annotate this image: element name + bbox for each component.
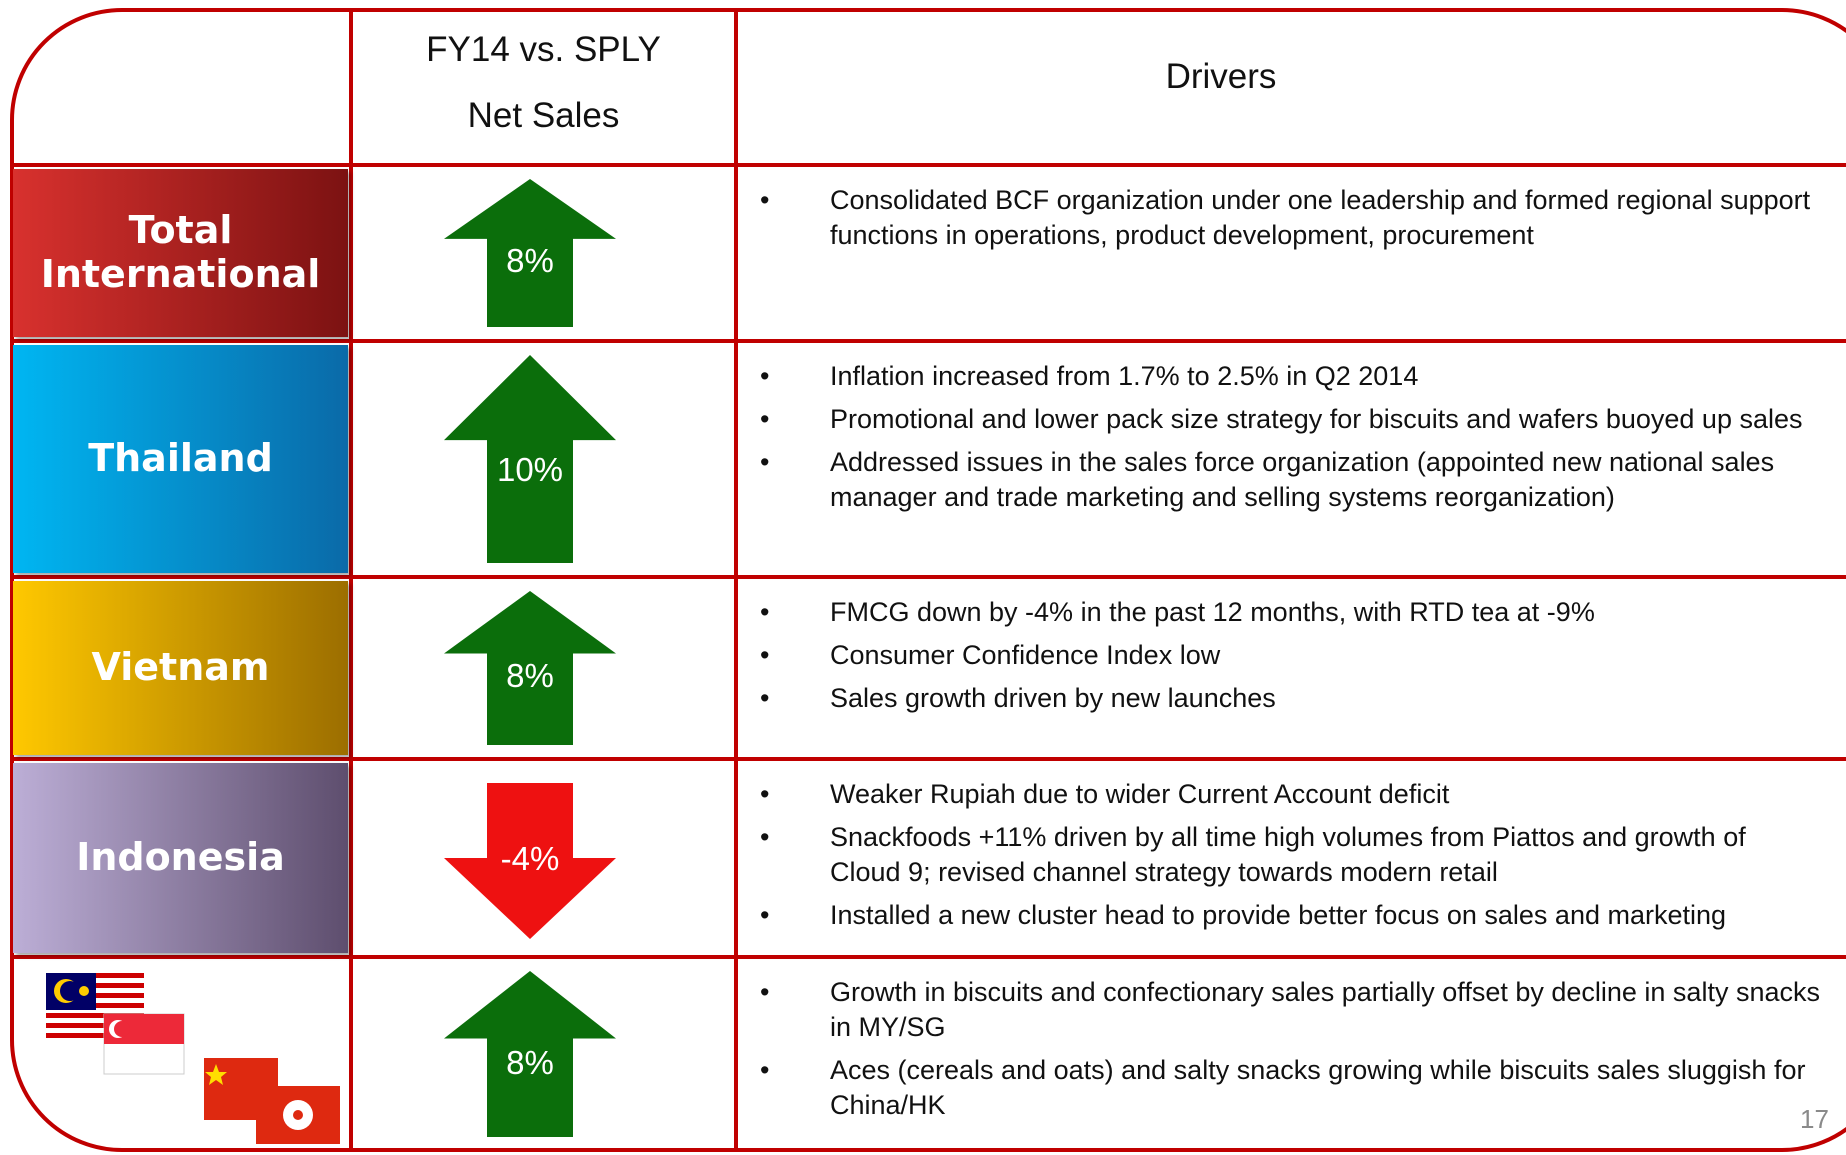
net-sales-value: 8% [506,241,554,279]
bullet: • Addressed issues in the sales force org… [745,445,1820,515]
sales-arrow [444,591,616,745]
bullet: • Inflation increased from 1.7% to 2.5% i… [745,359,1820,394]
sales-arrow [444,179,616,327]
bullet-dot: • [760,404,770,434]
net-sales-value: 8% [506,1043,554,1081]
flag-singapore [103,1013,185,1075]
bullet: • Growth in biscuits and confectionary sa… [745,975,1820,1045]
bullet-dot: • [760,977,770,1007]
bullet-dot: • [760,1055,770,1085]
driver-text: Promotional and lower pack size strategy… [830,404,1803,434]
frame-border [10,8,1846,1152]
bullet-dot: • [760,640,770,670]
bullet: • Consolidated BCF organization under one… [745,183,1820,253]
net-sales-value: 10% [496,450,564,488]
flags [46,973,340,1144]
header-drivers: Drivers [1165,57,1277,96]
drivers-list: • Inflation increased from 1.7% to 2.5% i… [745,359,1820,523]
region-label: Indonesia [13,763,348,953]
net-sales-value: -4% [500,839,560,877]
drivers-list: • Growth in biscuits and confectionary sa… [745,975,1820,1131]
net-sales-value: 8% [506,657,554,695]
driver-text: Snackfoods +11% driven by all time high … [830,822,1746,887]
region-label: Total International [13,169,348,337]
driver-text: Installed a new cluster head to provide … [830,900,1727,930]
region-label: Vietnam [13,581,348,755]
driver-text: Consolidated BCF organization under one … [830,185,1811,250]
page-number: 17 [1800,1104,1829,1134]
bullet: • Promotional and lower pack size strateg… [745,402,1820,437]
drivers-list: • Weaker Rupiah due to wider Current Acco… [745,777,1820,941]
driver-text: Growth in biscuits and confectionary sal… [830,977,1820,1042]
bullet: • Installed a new cluster head to provide… [745,898,1820,933]
bullet: • Snackfoods +11% driven by all time high… [745,820,1820,890]
bullet: • Consumer Confidence Index low [745,638,1820,673]
bullet: • FMCG down by -4% in the past 12 months,… [745,595,1820,630]
header-line: FY14 vs. SPLY [426,30,661,69]
drivers-list: • FMCG down by -4% in the past 12 months,… [745,595,1820,724]
flag-hong-kong [256,1086,340,1144]
driver-text: Addressed issues in the sales force orga… [830,447,1775,512]
region-label: Thailand [13,345,348,573]
sales-arrow [444,355,616,563]
bullet-dot: • [760,361,770,391]
bullet-dot: • [760,900,770,930]
bullet-dot: • [760,822,770,852]
bullet-dot: • [760,779,770,809]
driver-text: Weaker Rupiah due to wider Current Accou… [830,779,1450,809]
driver-text: FMCG down by -4% in the past 12 months, … [830,597,1595,627]
flag-malaysia [46,973,144,1039]
header-line: Net Sales [467,96,620,135]
bullet-dot: • [760,597,770,627]
driver-text: Consumer Confidence Index low [830,640,1221,670]
bullet: • Sales growth driven by new launches [745,681,1820,716]
driver-text: Sales growth driven by new launches [830,683,1276,713]
sales-arrow [444,783,616,939]
bullet-dot: • [760,447,770,477]
bullet: • Weaker Rupiah due to wider Current Acco… [745,777,1820,812]
bullet-dot: • [760,683,770,713]
drivers-list: • Consolidated BCF organization under one… [745,183,1820,261]
bullet: • Aces (cereals and oats) and salty snack… [745,1053,1820,1123]
driver-text: Inflation increased from 1.7% to 2.5% in… [830,361,1419,391]
sales-arrow [444,971,616,1137]
bullet-dot: • [760,185,770,215]
driver-text: Aces (cereals and oats) and salty snacks… [830,1055,1806,1120]
